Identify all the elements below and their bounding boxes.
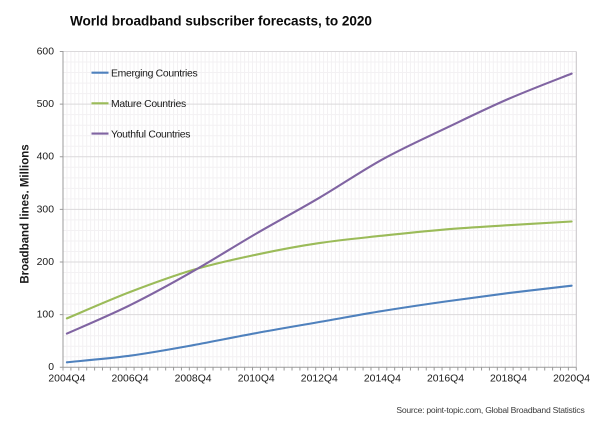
svg-text:100: 100 — [37, 310, 55, 321]
svg-text:2018Q4: 2018Q4 — [490, 373, 527, 384]
svg-text:Youthful Countries: Youthful Countries — [111, 129, 190, 140]
svg-text:2014Q4: 2014Q4 — [364, 373, 401, 384]
svg-text:Mature Countries: Mature Countries — [111, 99, 186, 110]
svg-text:200: 200 — [37, 257, 55, 268]
svg-text:World broadband subscriber for: World broadband subscriber forecasts, to… — [70, 14, 372, 29]
svg-text:Emerging Countries: Emerging Countries — [111, 68, 198, 79]
svg-text:Source: point-topic.com, Globa: Source: point-topic.com, Global Broadban… — [396, 405, 584, 415]
svg-text:0: 0 — [48, 362, 54, 373]
svg-text:600: 600 — [37, 46, 55, 57]
svg-text:400: 400 — [37, 152, 55, 163]
svg-text:2012Q4: 2012Q4 — [301, 373, 338, 384]
svg-text:500: 500 — [37, 99, 55, 110]
svg-text:300: 300 — [37, 204, 55, 215]
svg-text:2016Q4: 2016Q4 — [427, 373, 464, 384]
svg-text:2020Q4: 2020Q4 — [553, 373, 590, 384]
svg-text:2008Q4: 2008Q4 — [175, 373, 212, 384]
svg-text:2004Q4: 2004Q4 — [48, 373, 85, 384]
svg-text:2010Q4: 2010Q4 — [238, 373, 275, 384]
svg-text:Broadband lines. Millions: Broadband lines. Millions — [20, 144, 32, 283]
svg-text:2006Q4: 2006Q4 — [112, 373, 149, 384]
